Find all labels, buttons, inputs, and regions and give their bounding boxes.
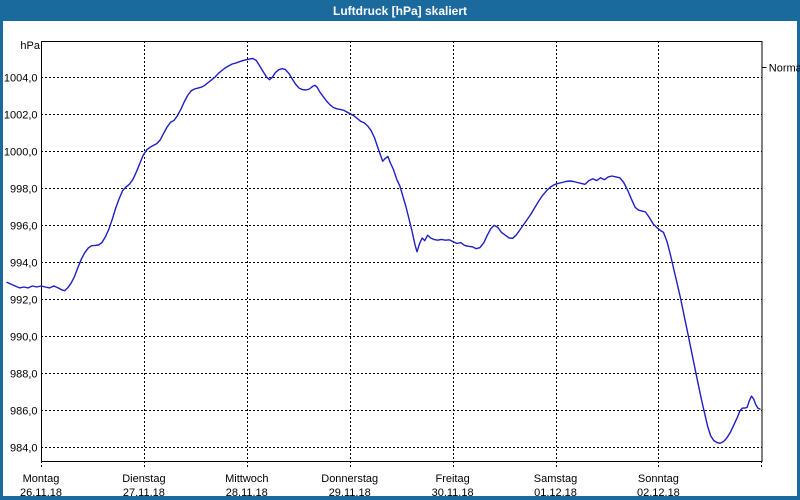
chart-area: 1004,0 1002,0 1000,0 998,0 996,0 994,0 992,0 99… bbox=[3, 21, 800, 499]
y-axis-unit-label: hPa bbox=[20, 40, 40, 52]
x-axis-day-label: Samstag bbox=[534, 473, 577, 485]
x-axis-date-label: 28.11.18 bbox=[226, 487, 268, 499]
x-axis-day-label: Montag bbox=[23, 473, 60, 485]
x-axis-date-label: 29.11.18 bbox=[329, 487, 371, 499]
x-axis-day-label: Donnerstag bbox=[321, 473, 378, 485]
x-axis-date-label: 27.11.18 bbox=[123, 487, 165, 499]
y-tick-label: 994,0 bbox=[10, 258, 38, 270]
x-axis-date-label: 26.11.18 bbox=[20, 487, 62, 499]
pressure-curve bbox=[6, 57, 761, 444]
x-axis-date-label: 30.11.18 bbox=[432, 487, 474, 499]
y-tick-label: 990,0 bbox=[10, 332, 38, 344]
y-tick-label: 996,0 bbox=[10, 221, 38, 233]
x-axis-date-label: 02.12.18 bbox=[637, 487, 680, 499]
x-axis-date-label: 01.12.18 bbox=[534, 487, 577, 499]
window-titlebar[interactable]: Luftdruck [hPa] skaliert bbox=[0, 0, 800, 21]
y-tick-label: 984,0 bbox=[10, 443, 38, 455]
x-axis-day-label: Dienstag bbox=[122, 473, 165, 485]
x-axis-day-label: Freitag bbox=[435, 473, 469, 485]
x-axis-day-label: Sonntag bbox=[638, 473, 679, 485]
y-tick-label: 1000,0 bbox=[4, 147, 38, 159]
x-axis-day-label: Mittwoch bbox=[225, 473, 268, 485]
plot-frame bbox=[41, 41, 763, 462]
y-tick-label: 1004,0 bbox=[4, 73, 38, 85]
y-tick-label: 1002,0 bbox=[4, 110, 38, 122]
normal-marker-label: Normal bbox=[769, 63, 800, 75]
y-tick-label: 992,0 bbox=[10, 295, 38, 307]
y-tick-label: 998,0 bbox=[10, 184, 38, 196]
window-title: Luftdruck [hPa] skaliert bbox=[332, 3, 468, 18]
y-tick-label: 986,0 bbox=[10, 406, 38, 418]
y-tick-label: 988,0 bbox=[10, 369, 38, 381]
